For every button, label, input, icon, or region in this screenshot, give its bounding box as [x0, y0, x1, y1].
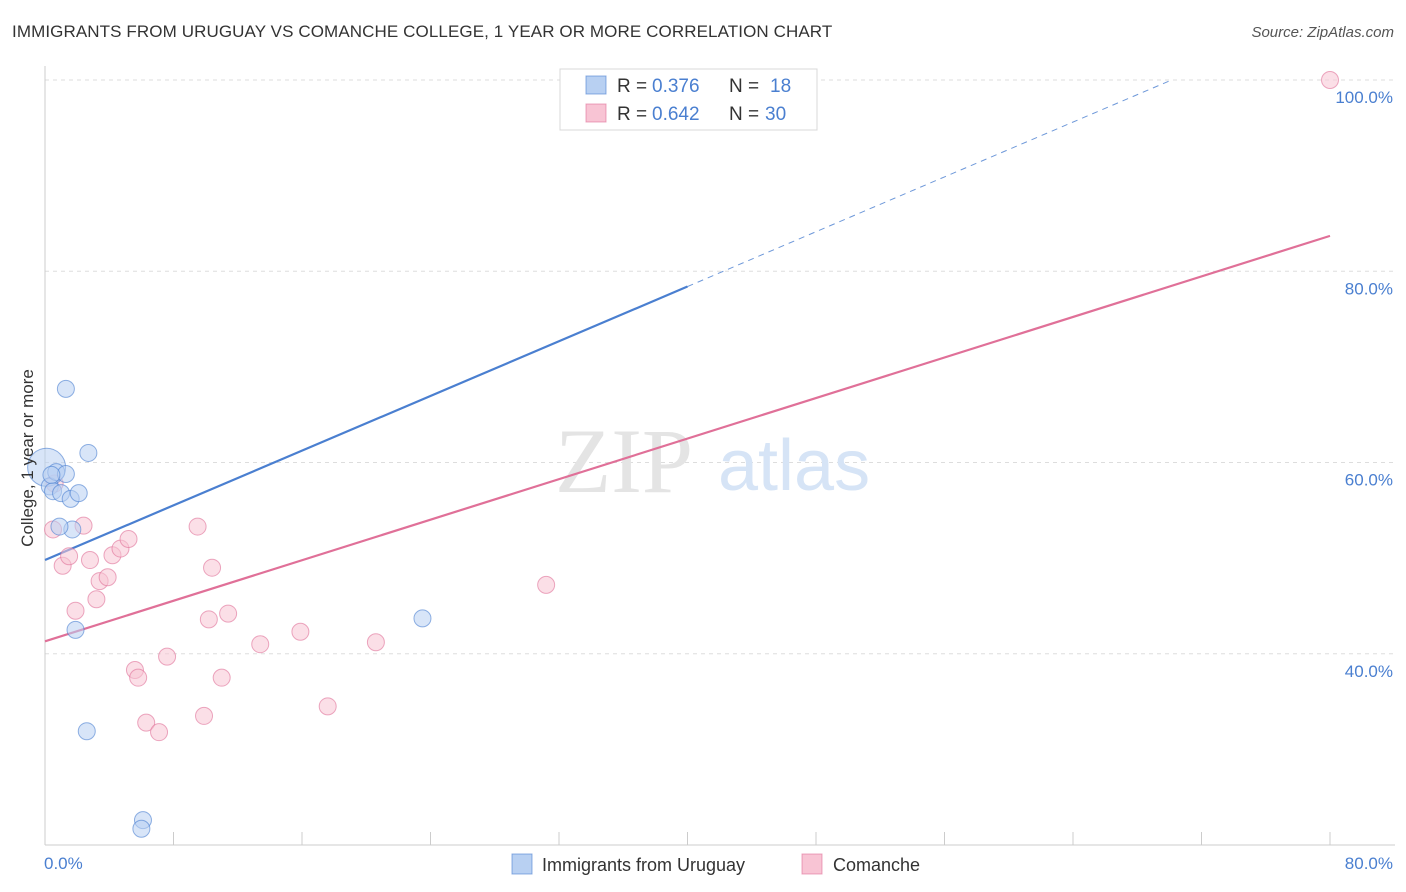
data-point-0-15: [132, 819, 151, 838]
y-tick-label-80: 80.0%: [1345, 279, 1393, 298]
legend-r-label-uruguay: R =: [617, 76, 647, 97]
legend-n-label-uruguay: N =: [729, 76, 759, 97]
legend-r-value-uruguay: 0.376: [652, 76, 700, 97]
watermark: ZIP atlas: [555, 410, 870, 512]
data-point-0-9: [50, 517, 69, 536]
data-point-1-5: [80, 551, 99, 570]
data-point-1-23: [251, 635, 270, 654]
data-point-1-19: [212, 668, 231, 687]
series-legend: Immigrants from Uruguay Comanche: [511, 853, 920, 875]
tick-labels: 40.0% 60.0% 80.0% 100.0% 0.0% 80.0%: [44, 88, 1393, 873]
y-axis-label: College, 1 year or more: [18, 369, 37, 547]
data-point-1-24: [291, 622, 310, 641]
data-point-1-20: [137, 713, 156, 732]
trend-line-0: [44, 285, 688, 562]
data-point-1-10: [119, 530, 138, 548]
series-legend-label-comanche: Comanche: [833, 855, 920, 875]
data-point-0-7: [69, 484, 88, 503]
data-point-1-13: [129, 668, 148, 687]
data-point-1-21: [150, 723, 169, 742]
data-point-1-26: [366, 633, 385, 652]
data-point-0-12: [66, 620, 85, 639]
chart-title: IMMIGRANTS FROM URUGUAY VS COMANCHE COLL…: [12, 22, 833, 41]
data-point-1-11: [87, 590, 106, 609]
data-point-0-10: [56, 379, 75, 398]
legend-swatch-comanche: [585, 103, 607, 123]
data-point-1-15: [188, 517, 207, 536]
trend-line-1: [44, 234, 1331, 643]
data-point-1-4: [66, 601, 85, 620]
data-point-0-16: [413, 609, 432, 628]
data-point-0-13: [77, 722, 96, 741]
data-point-1-28: [1321, 71, 1339, 89]
series-legend-swatch-comanche: [801, 853, 823, 875]
x-tick-label-min: 0.0%: [44, 854, 83, 873]
legend-n-value-uruguay: 18: [770, 76, 791, 97]
source-credit: Source: ZipAtlas.com: [1251, 24, 1394, 41]
legend-n-label-comanche: N =: [729, 104, 759, 125]
legend-r-label-comanche: R =: [617, 104, 647, 125]
legend-swatch-uruguay: [585, 75, 607, 95]
data-point-1-22: [195, 706, 214, 725]
y-tick-label-40: 40.0%: [1345, 662, 1393, 681]
grid-lines: [45, 79, 1395, 655]
legend-r-value-comanche: 0.642: [652, 104, 700, 125]
legend-n-value-comanche: 30: [765, 104, 786, 125]
data-point-1-2: [60, 547, 79, 566]
trend-lines: [44, 80, 1331, 643]
watermark-zip: ZIP: [555, 410, 693, 512]
data-point-1-14: [158, 647, 177, 666]
y-tick-label-100: 100.0%: [1335, 88, 1393, 107]
data-point-1-27: [537, 575, 556, 594]
series-legend-label-uruguay: Immigrants from Uruguay: [542, 855, 745, 875]
data-points: [27, 71, 1339, 838]
data-point-1-25: [318, 697, 337, 716]
data-point-1-18: [219, 604, 238, 623]
data-point-0-17: [42, 465, 61, 484]
data-point-1-17: [199, 610, 218, 629]
stats-legend: R = 0.376 N = 18 R = 0.642 N = 30: [559, 68, 818, 131]
x-tick-label-max: 80.0%: [1345, 854, 1393, 873]
data-point-0-11: [79, 443, 98, 462]
data-point-1-16: [203, 558, 222, 577]
y-tick-label-60: 60.0%: [1345, 471, 1393, 490]
data-point-1-7: [98, 568, 117, 587]
watermark-atlas: atlas: [718, 426, 870, 506]
series-legend-swatch-uruguay: [511, 853, 533, 875]
